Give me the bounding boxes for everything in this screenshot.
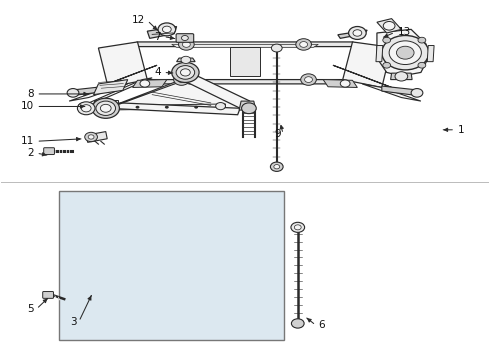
Text: 12: 12 [132,15,145,26]
Polygon shape [108,103,240,115]
Circle shape [396,46,414,59]
Polygon shape [172,44,318,47]
FancyBboxPatch shape [176,34,194,42]
Circle shape [353,30,362,36]
Text: 8: 8 [27,89,34,99]
Circle shape [176,66,195,79]
Circle shape [270,162,283,171]
Text: 6: 6 [318,320,325,330]
Polygon shape [362,84,421,101]
Circle shape [173,74,189,85]
Polygon shape [147,27,176,39]
Text: 11: 11 [21,136,34,146]
Circle shape [194,106,198,109]
Circle shape [136,106,140,109]
Circle shape [271,44,282,52]
Polygon shape [79,104,225,111]
Polygon shape [147,80,343,84]
Text: 3: 3 [70,317,76,327]
Text: 5: 5 [27,304,34,314]
Circle shape [242,103,256,114]
Circle shape [418,62,426,68]
Polygon shape [377,19,401,33]
Circle shape [177,77,185,82]
Circle shape [96,101,116,116]
Circle shape [383,62,391,68]
Polygon shape [98,42,147,87]
Polygon shape [69,86,108,95]
Text: 4: 4 [154,67,161,77]
Circle shape [296,39,312,50]
Circle shape [140,80,150,87]
Circle shape [348,27,366,40]
Circle shape [340,80,350,87]
Circle shape [292,319,304,328]
Circle shape [294,225,301,230]
Circle shape [172,62,199,82]
Circle shape [395,72,408,81]
Polygon shape [338,30,367,39]
Circle shape [180,69,190,76]
Circle shape [305,77,313,82]
Polygon shape [133,80,167,87]
Polygon shape [391,73,412,80]
Polygon shape [239,101,256,110]
Polygon shape [123,81,239,108]
FancyBboxPatch shape [44,148,54,154]
Circle shape [162,26,171,33]
Text: 1: 1 [458,125,464,135]
FancyBboxPatch shape [59,191,284,339]
Circle shape [106,106,110,109]
Circle shape [301,74,317,85]
Circle shape [92,98,120,118]
Polygon shape [376,45,383,62]
Circle shape [81,105,91,112]
Polygon shape [333,65,401,91]
Text: 10: 10 [21,102,34,112]
Circle shape [88,135,94,139]
Circle shape [100,104,111,112]
Polygon shape [176,58,195,62]
Polygon shape [343,42,392,87]
Text: 7: 7 [154,32,161,41]
Polygon shape [128,42,362,46]
Circle shape [291,222,305,232]
Circle shape [383,22,395,30]
Circle shape [300,41,308,47]
Circle shape [165,106,169,109]
Polygon shape [94,100,118,105]
Circle shape [181,56,191,63]
Circle shape [178,39,194,50]
Circle shape [182,41,190,47]
Polygon shape [181,74,250,108]
Polygon shape [427,45,434,62]
Circle shape [78,103,90,112]
Circle shape [216,103,225,110]
Circle shape [77,102,95,115]
Polygon shape [323,80,357,87]
Circle shape [181,36,188,41]
Text: 13: 13 [397,27,411,37]
Circle shape [418,37,426,43]
Circle shape [389,41,421,64]
Circle shape [67,89,79,97]
Polygon shape [377,30,428,76]
Polygon shape [79,78,152,107]
FancyBboxPatch shape [43,292,53,298]
Polygon shape [108,80,181,108]
Polygon shape [382,86,421,95]
Circle shape [158,23,175,36]
Polygon shape [230,46,260,76]
Circle shape [85,132,98,141]
Polygon shape [94,80,128,95]
Circle shape [274,165,280,169]
Circle shape [383,37,391,43]
Circle shape [411,89,423,97]
Polygon shape [69,84,128,101]
Text: 2: 2 [27,148,34,158]
Polygon shape [86,132,107,142]
Text: 9: 9 [274,129,281,139]
Circle shape [382,36,429,70]
Polygon shape [89,65,157,91]
